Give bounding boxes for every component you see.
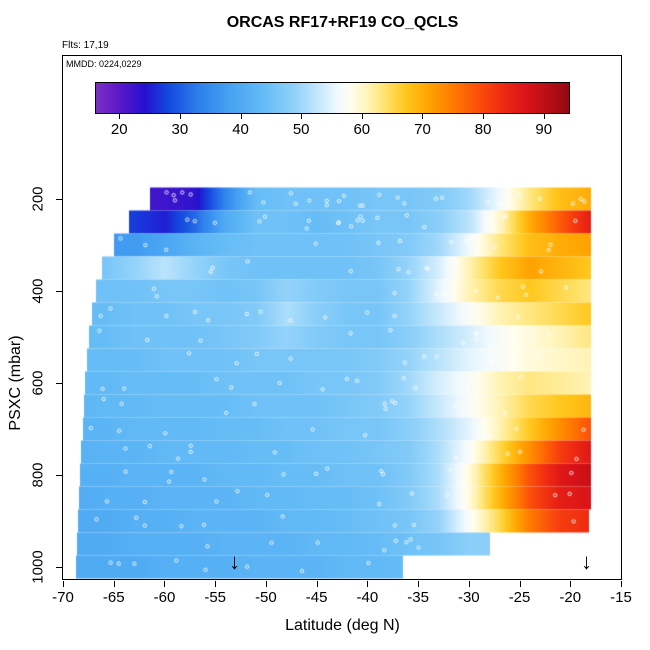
x-axis-tick xyxy=(570,581,572,587)
y-axis-label: PSXC (mbar) xyxy=(7,335,24,431)
flights-annotation: Flts: 17,19 xyxy=(62,40,109,51)
y-axis-tick-label: 1000 xyxy=(29,550,47,584)
colorbar-tick xyxy=(422,114,424,119)
x-axis-tick xyxy=(316,581,318,587)
colorbar-tick xyxy=(483,114,485,119)
colorbar-tick-label: 80 xyxy=(474,121,492,138)
y-axis-tick-label: 200 xyxy=(29,186,47,212)
plot-title: ORCAS RF17+RF19 CO_QCLS xyxy=(226,14,459,31)
colorbar-tick xyxy=(179,114,181,119)
x-axis-tick xyxy=(265,581,267,587)
y-axis-tick xyxy=(56,291,62,292)
colorbar-tick-label: 50 xyxy=(292,121,310,138)
colorbar-tick-label: 60 xyxy=(353,121,371,138)
y-axis-tick xyxy=(56,475,62,476)
x-axis-tick xyxy=(519,581,521,587)
x-axis-tick xyxy=(113,581,115,587)
y-axis-tick-label: 400 xyxy=(29,278,47,304)
colorbar-tick-label: 30 xyxy=(171,121,189,138)
x-axis-tick-label: -20 xyxy=(559,589,582,606)
x-axis-tick-label: -70 xyxy=(52,589,74,606)
x-axis-tick-label: -30 xyxy=(457,589,480,606)
colorbar-tick-label: 90 xyxy=(535,121,553,138)
x-axis-tick xyxy=(418,581,420,587)
plot-box xyxy=(62,55,622,580)
x-axis-tick-label: -45 xyxy=(305,589,328,606)
x-axis-tick-label: -50 xyxy=(255,589,277,606)
x-axis-tick-label: -25 xyxy=(508,589,531,606)
altitude-marker-arrow: ↓ xyxy=(228,549,240,574)
x-axis-tick xyxy=(164,581,166,587)
y-axis-tick xyxy=(56,199,62,200)
colorbar-tick xyxy=(240,114,242,119)
x-axis-tick-label: -60 xyxy=(153,589,176,606)
colorbar-tick-label: 40 xyxy=(232,121,249,138)
x-axis-tick xyxy=(63,581,64,587)
x-axis-tick-label: -65 xyxy=(102,589,125,606)
x-axis-tick-label: -35 xyxy=(407,589,429,606)
y-axis-tick-label: 800 xyxy=(29,462,47,488)
x-axis-tick xyxy=(367,581,369,587)
x-axis-tick-label: -55 xyxy=(204,589,227,606)
heatmap-canvas xyxy=(63,56,621,579)
colorbar-tick-label: 20 xyxy=(110,121,128,138)
colorbar-tick xyxy=(301,114,303,119)
colorbar-tick xyxy=(361,114,363,119)
x-axis-tick-label: -15 xyxy=(610,589,632,606)
mmdd-annotation: MMDD: 0224,0229 xyxy=(66,59,142,69)
x-axis-tick xyxy=(621,581,622,587)
x-axis-tick-label: -40 xyxy=(356,589,379,606)
x-axis-tick xyxy=(215,581,217,587)
altitude-marker-arrow: ↓ xyxy=(581,549,593,574)
y-axis-tick xyxy=(56,567,62,568)
y-axis-tick xyxy=(56,383,62,384)
x-axis-tick xyxy=(468,581,470,587)
y-axis-tick-label: 600 xyxy=(29,370,47,396)
colorbar-tick xyxy=(119,114,121,119)
colorbar-tick-label: 70 xyxy=(414,121,431,138)
colorbar-tick xyxy=(543,114,545,119)
colorbar xyxy=(95,82,570,114)
x-axis-label: Latitude (deg N) xyxy=(285,617,400,634)
